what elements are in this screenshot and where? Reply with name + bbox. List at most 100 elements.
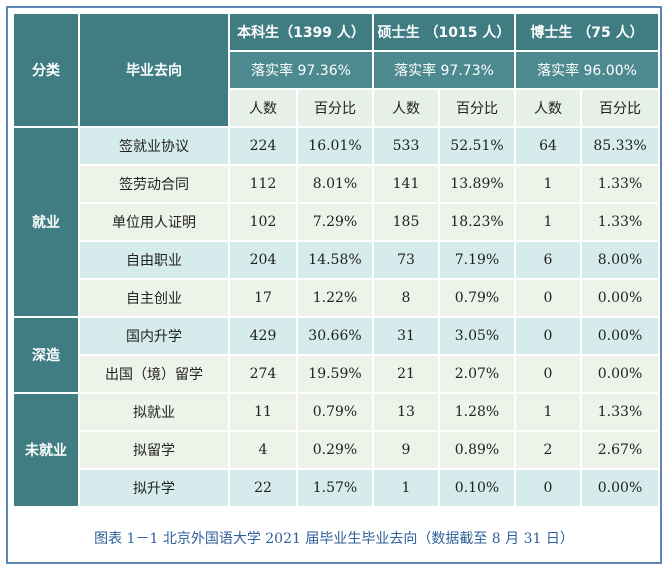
cell: 0 [514,316,582,356]
cell: 13.89% [438,164,516,204]
cell: 1.33% [579,392,661,432]
table-row: 未就业 拟就业 11 0.79% 13 1.28% 1 1.33% [12,392,661,508]
header-category: 分类 [12,12,80,128]
row-label: 单位用人证明 [78,202,230,242]
cell: 2 [514,430,582,470]
cell: 1.33% [579,202,661,242]
table-row: 拟留学 4 0.29% 9 0.89% 2 2.67% [13,430,661,470]
rate-undergrad: 落实率 97.36% [228,50,374,90]
table-row: 就业 签就业协议 224 16.01% 533 52.51% 64 85.33% [12,126,661,318]
cell: 0.00% [579,316,661,356]
row-label: 拟就业 [78,392,230,432]
cell: 1 [514,392,582,432]
cell: 0 [514,354,582,394]
table-row: 签劳动合同 112 8.01% 141 13.89% 1 1.33% [13,164,661,204]
row-label: 自主创业 [78,278,230,318]
cell: 3.05% [438,316,516,356]
count-header: 人数 [372,88,440,128]
cell: 0.00% [579,278,661,318]
cell: 52.51% [438,126,516,166]
cell: 19.59% [296,354,374,394]
table-row: 深造 国内升学 429 30.66% 31 3.05% 0 0.00% [12,316,661,394]
header-undergrad: 本科生（1399 人） [228,12,374,52]
cell: 185 [372,202,440,242]
table-row: 拟升学 22 1.57% 1 0.10% 0 0.00% [13,468,661,508]
cell: 13 [372,392,440,432]
cell: 16.01% [296,126,374,166]
cell: 18.23% [438,202,516,242]
graduate-destination-table: 分类 毕业去向 本科生（1399 人） 硕士生 （1015 人） 博士生 （75… [12,12,661,508]
cell: 30.66% [296,316,374,356]
category-employed: 就业 [12,126,80,318]
count-header: 人数 [228,88,298,128]
cell: 14.58% [296,240,374,280]
cell: 0.10% [438,468,516,508]
cell: 0.00% [579,468,661,508]
cell: 4 [228,430,298,470]
cell: 7.19% [438,240,516,280]
table-frame: 分类 毕业去向 本科生（1399 人） 硕士生 （1015 人） 博士生 （75… [6,6,662,564]
cell: 11 [228,392,298,432]
cell: 1.22% [296,278,374,318]
header-master: 硕士生 （1015 人） [372,12,516,52]
cell: 0 [514,278,582,318]
cell: 22 [228,468,298,508]
table-row: 出国（境）留学 274 19.59% 21 2.07% 0 0.00% [13,354,661,394]
rate-master: 落实率 97.73% [372,50,516,90]
table-row: 单位用人证明 102 7.29% 185 18.23% 1 1.33% [13,202,661,242]
cell: 8 [372,278,440,318]
cell: 9 [372,430,440,470]
row-label: 自由职业 [78,240,230,280]
cell: 7.29% [296,202,374,242]
cell: 21 [372,354,440,394]
cell: 1 [372,468,440,508]
row-label: 国内升学 [78,316,230,356]
category-unemployed: 未就业 [12,392,80,508]
row-label: 拟留学 [78,430,230,470]
count-header: 人数 [514,88,582,128]
cell: 2.67% [579,430,661,470]
cell: 2.07% [438,354,516,394]
cell: 533 [372,126,440,166]
cell: 0.79% [438,278,516,318]
cell: 85.33% [579,126,661,166]
pct-header: 百分比 [296,88,374,128]
cell: 8.00% [579,240,661,280]
table-row: 自主创业 17 1.22% 8 0.79% 0 0.00% [13,278,661,318]
cell: 429 [228,316,298,356]
cell: 31 [372,316,440,356]
row-label: 签劳动合同 [78,164,230,204]
row-label: 出国（境）留学 [78,354,230,394]
cell: 0.29% [296,430,374,470]
cell: 1.33% [579,164,661,204]
cell: 1.28% [438,392,516,432]
cell: 204 [228,240,298,280]
pct-header: 百分比 [579,88,661,128]
cell: 0.79% [296,392,374,432]
cell: 73 [372,240,440,280]
cell: 0.00% [579,354,661,394]
cell: 141 [372,164,440,204]
cell: 1 [514,164,582,204]
cell: 1.57% [296,468,374,508]
cell: 112 [228,164,298,204]
cell: 17 [228,278,298,318]
row-label: 拟升学 [78,468,230,508]
cell: 224 [228,126,298,166]
row-label: 签就业协议 [78,126,230,166]
cell: 0 [514,468,582,508]
cell: 102 [228,202,298,242]
category-further-study: 深造 [12,316,80,394]
rate-doctor: 落实率 96.00% [513,50,661,90]
header-destination: 毕业去向 [78,12,230,128]
cell: 274 [228,354,298,394]
cell: 8.01% [296,164,374,204]
header-doctor: 博士生 （75 人） [513,12,661,52]
table-caption: 图表 1－1 北京外国语大学 2021 届毕业生毕业去向（数据截至 8 月 31… [94,531,574,547]
cell: 6 [514,240,582,280]
table-row: 自由职业 204 14.58% 73 7.19% 6 8.00% [13,240,661,280]
pct-header: 百分比 [438,88,516,128]
cell: 64 [514,126,582,166]
cell: 1 [514,202,582,242]
cell: 0.89% [438,430,516,470]
